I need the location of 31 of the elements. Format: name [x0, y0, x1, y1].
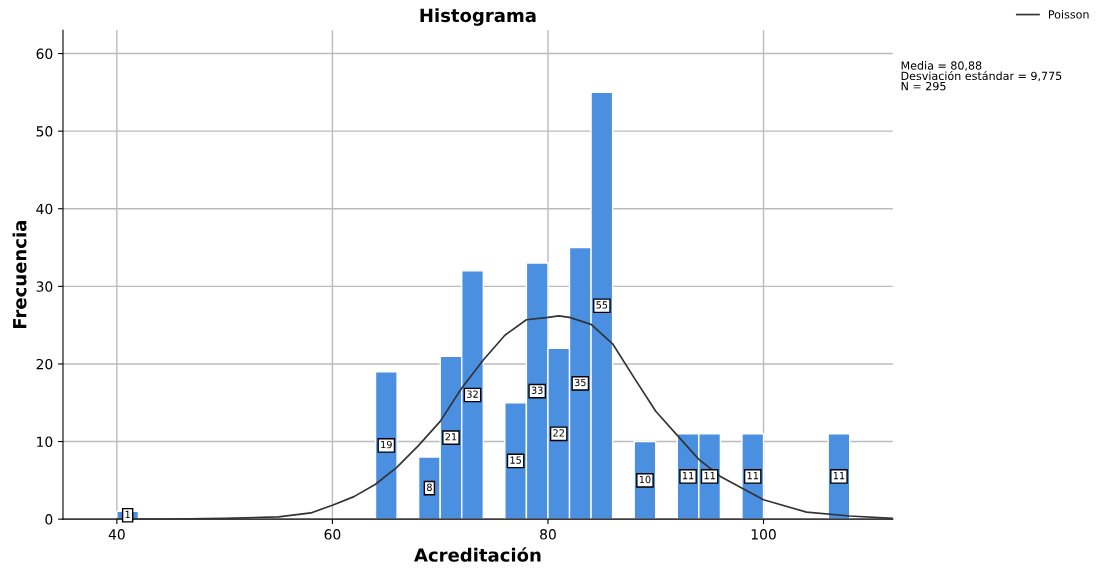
data-label: 22 — [553, 429, 564, 437]
y-tick-label: 0 — [45, 514, 53, 525]
x-axis-title: Acreditación — [414, 547, 541, 562]
data-label: 21 — [445, 433, 457, 441]
y-tick-label: 40 — [36, 203, 53, 215]
data-label: 11 — [704, 472, 715, 480]
data-label: 11 — [833, 472, 845, 480]
data-label: 35 — [574, 378, 586, 387]
text: Media = 80,88 Desviación estándar = 9,775 N = 295 — [901, 61, 1062, 91]
data-label: 11 — [682, 472, 694, 480]
data-label: 32 — [467, 390, 478, 398]
y-tick-label: 10 — [37, 436, 53, 448]
y-axis-title: Frecuencia — [12, 221, 27, 329]
data-label: 33 — [531, 386, 543, 394]
y-tick-label: 60 — [36, 48, 53, 60]
y-tick-label: 30 — [36, 281, 53, 292]
x-tick-label: 100 — [751, 529, 776, 540]
legend-label: Poisson — [1048, 10, 1089, 19]
data-label: 11 — [747, 472, 759, 480]
x-tick-label: 80 — [540, 529, 556, 540]
y-tick-label: 50 — [36, 126, 53, 137]
x-tick-label: 60 — [324, 529, 341, 540]
x-tick-label: 40 — [108, 529, 125, 540]
data-label: 1 — [125, 510, 130, 518]
data-label: 55 — [596, 301, 608, 309]
data-label: 10 — [639, 475, 651, 484]
y-tick-label: 20 — [36, 358, 53, 370]
data-label: 15 — [510, 456, 521, 464]
data-label: 8 — [426, 483, 432, 491]
chart-title: Histograma — [420, 8, 536, 26]
data-label: 19 — [381, 440, 392, 449]
